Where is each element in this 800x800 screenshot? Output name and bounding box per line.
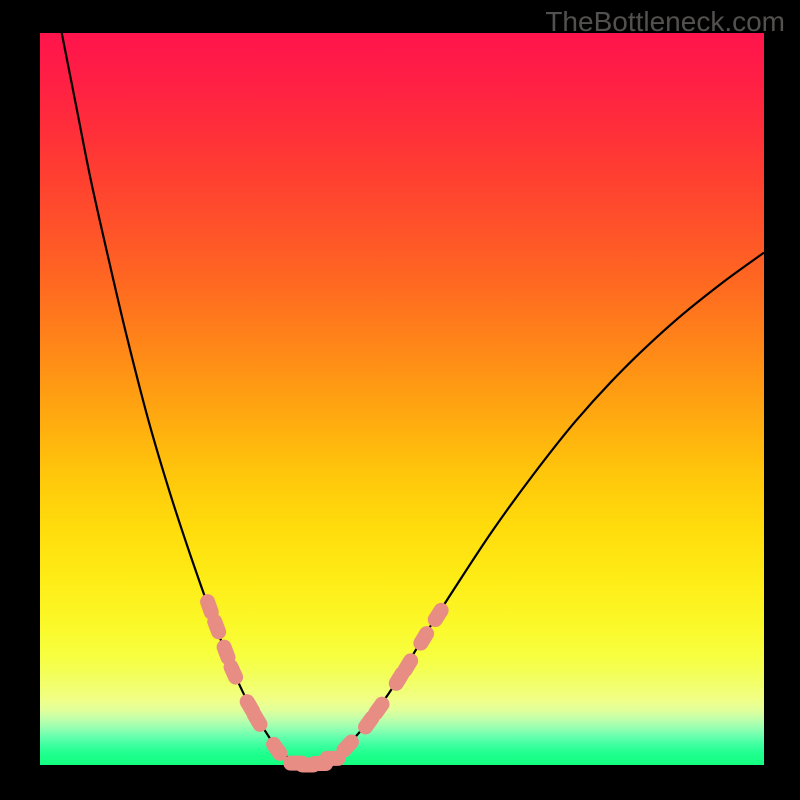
plot-area [40,33,764,765]
figure-root: TheBottleneck.com [0,0,800,800]
marker-right [425,600,452,630]
marker-bottom [319,751,345,766]
markers-layer [40,33,764,765]
watermark-text: TheBottleneck.com [545,6,785,38]
marker-right [411,623,437,653]
